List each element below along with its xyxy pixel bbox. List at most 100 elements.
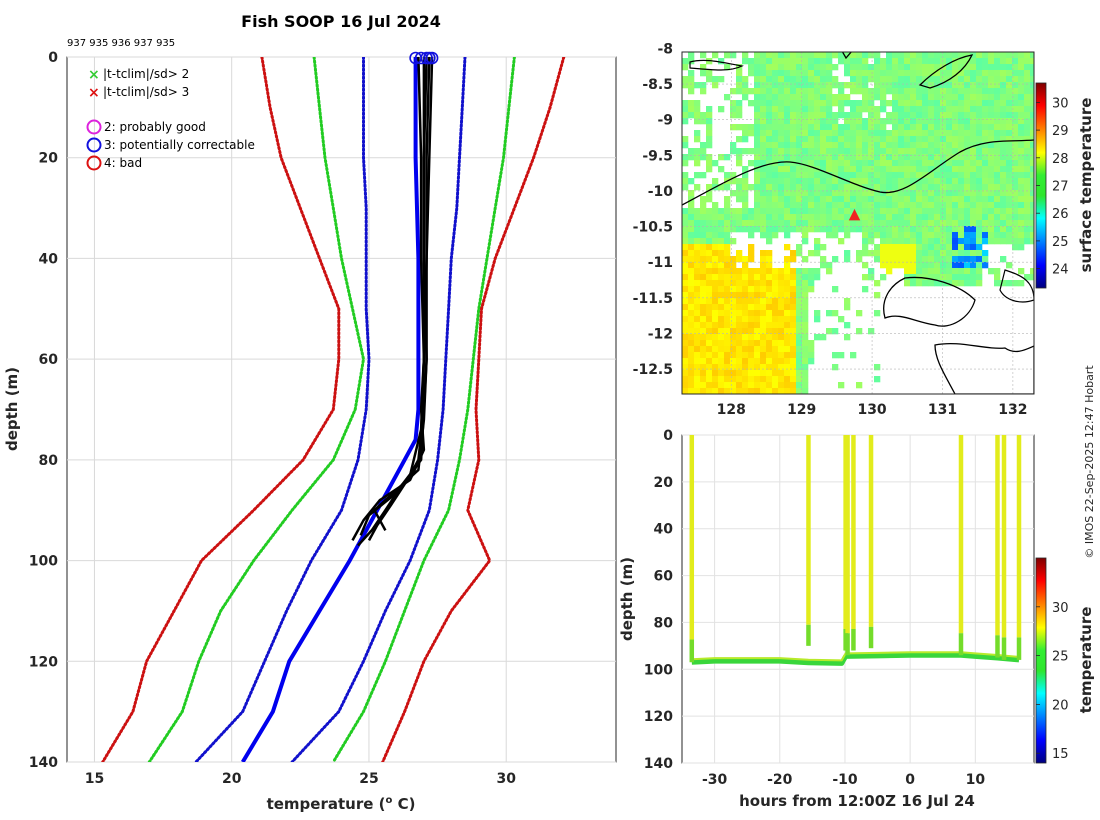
sst-cell — [844, 250, 851, 257]
sst-cell — [988, 58, 995, 65]
sst-cell — [1012, 64, 1019, 71]
sst-cell — [1018, 142, 1025, 149]
sst-cell — [706, 130, 713, 137]
sst-cell — [952, 106, 959, 113]
sst-cell — [760, 148, 767, 155]
sst-cell — [706, 382, 713, 389]
sst-cell — [736, 334, 743, 341]
sst-cell — [802, 88, 809, 95]
sst-cell — [730, 178, 737, 185]
sst-cell — [778, 196, 785, 203]
sst-cell — [742, 76, 749, 83]
sst-cell — [982, 70, 989, 77]
sst-cell — [766, 82, 773, 89]
sst-cell — [838, 382, 845, 389]
sst-cell — [718, 226, 725, 233]
sst-cell — [766, 256, 773, 263]
sst-cell — [808, 148, 815, 155]
sst-cell — [832, 196, 839, 203]
sst-cell — [1006, 106, 1013, 113]
sst-cell — [814, 268, 821, 275]
sst-cell — [928, 202, 935, 209]
sst-cell — [694, 280, 701, 287]
sst-cell — [760, 322, 767, 329]
sst-cell — [946, 256, 953, 263]
sst-cell — [688, 334, 695, 341]
sst-cell — [892, 82, 899, 89]
sst-cell — [1000, 232, 1007, 239]
sst-cell — [724, 280, 731, 287]
sst-cell — [898, 64, 905, 71]
sst-cell — [808, 112, 815, 119]
sst-cell — [946, 280, 953, 287]
sst-cell — [766, 70, 773, 77]
sst-cell — [1030, 160, 1034, 167]
sst-cell — [706, 262, 713, 269]
sst-cell — [694, 334, 701, 341]
sst-cell — [976, 268, 983, 275]
sst-cell — [724, 172, 731, 179]
sst-cell — [934, 232, 941, 239]
sst-cell — [1000, 100, 1007, 107]
sst-cell — [718, 166, 725, 173]
sst-cell — [910, 142, 917, 149]
sst-cell — [766, 316, 773, 323]
sst-cell — [934, 184, 941, 191]
sst-cell — [742, 370, 749, 377]
sst-cell — [766, 112, 773, 119]
sst-cell — [928, 274, 935, 281]
sst-cell — [784, 148, 791, 155]
sst-cell — [982, 148, 989, 155]
sst-cell — [1030, 124, 1034, 131]
sst-cell — [772, 310, 779, 317]
sst-cell — [694, 346, 701, 353]
sst-cell — [700, 358, 707, 365]
sst-cell — [928, 172, 935, 179]
sst-cell — [880, 238, 887, 245]
sst-cell — [790, 280, 797, 287]
sst-cell — [802, 190, 809, 197]
sst-cell — [766, 190, 773, 197]
sst-cell — [784, 262, 791, 269]
sst-cell — [964, 124, 971, 131]
sst-cell — [718, 58, 725, 65]
sst-cell — [874, 220, 881, 227]
sst-cell — [718, 262, 725, 269]
sst-cell — [772, 94, 779, 101]
sst-cell — [748, 208, 755, 215]
sst-cell — [910, 280, 917, 287]
sst-cell — [784, 94, 791, 101]
sst-cell — [694, 376, 701, 383]
sst-cell — [796, 334, 803, 341]
sst-cell — [904, 142, 911, 149]
x-tick-label: 25 — [359, 771, 378, 787]
sst-cell — [898, 238, 905, 245]
map-x-ticks: 128 129 130 131 132 — [717, 402, 1028, 418]
sst-cell — [886, 232, 893, 239]
sst-cell — [796, 130, 803, 137]
sst-cell — [718, 286, 725, 293]
sst-cell — [862, 286, 869, 293]
sst-cell — [766, 340, 773, 347]
sst-cell — [1018, 112, 1025, 119]
sst-cell — [856, 64, 863, 71]
sst-cell — [754, 364, 761, 371]
sst-cell — [856, 190, 863, 197]
sst-cell — [844, 124, 851, 131]
sst-cell — [748, 232, 755, 239]
sst-cell — [928, 76, 935, 83]
sst-cell — [754, 52, 761, 59]
sst-cell — [784, 220, 791, 227]
coastline-island-north — [918, 54, 974, 89]
sst-cell — [766, 58, 773, 65]
sst-cell — [964, 268, 971, 275]
sst-cell — [880, 160, 887, 167]
sst-cell — [706, 118, 713, 125]
sst-cell — [700, 214, 707, 221]
sst-cell — [802, 358, 809, 365]
sst-cell — [994, 112, 1001, 119]
sst-cell — [694, 106, 701, 113]
sst-cell — [790, 286, 797, 293]
sst-cell — [832, 148, 839, 155]
sst-cell — [862, 160, 869, 167]
